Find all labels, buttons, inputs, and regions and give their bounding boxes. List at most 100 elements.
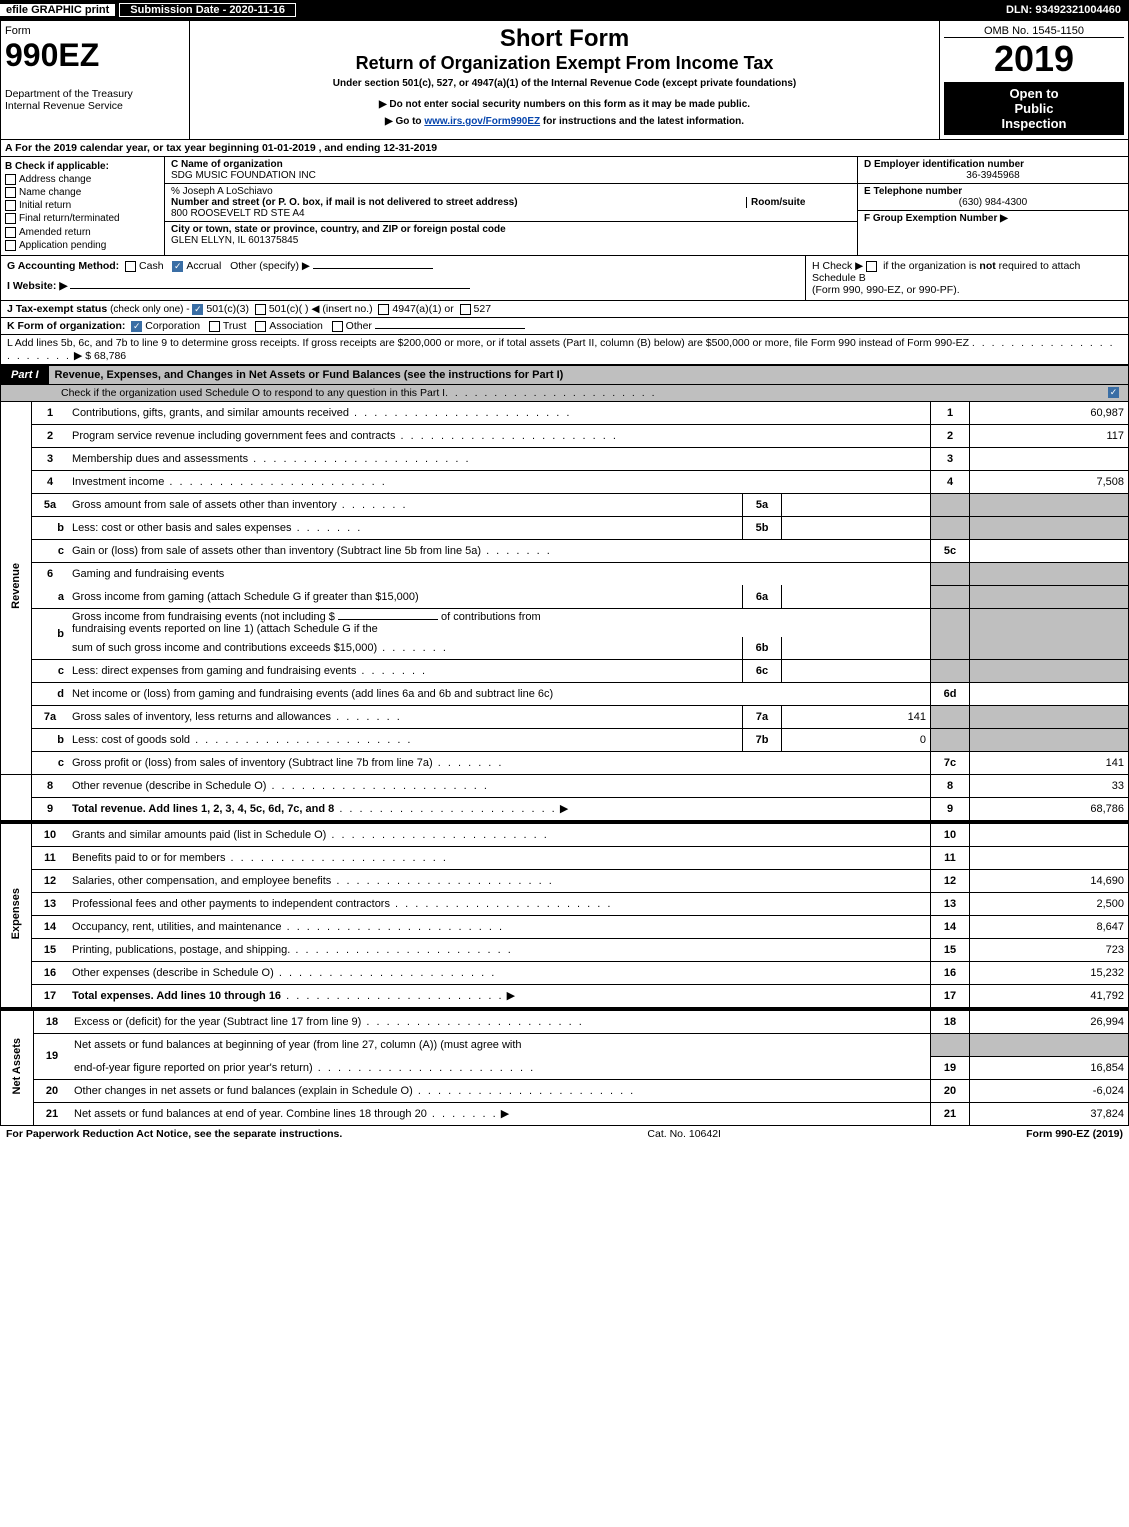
line-10-no: 10: [32, 822, 69, 846]
line-4-val: 7,508: [970, 470, 1129, 493]
line-19-shade2: [970, 1033, 1129, 1056]
line-14-num: 14: [931, 915, 970, 938]
row-k-form-org: K Form of organization: Corporation Trus…: [0, 318, 1129, 335]
line-10-val: [970, 822, 1129, 846]
group-exemption-row: F Group Exemption Number ▶: [858, 211, 1128, 255]
org-name-row: C Name of organization SDG MUSIC FOUNDAT…: [165, 157, 857, 184]
line-14-desc: Occupancy, rent, utilities, and maintena…: [68, 915, 931, 938]
line-5a-no: 5a: [32, 493, 69, 516]
check-501c[interactable]: [255, 304, 266, 315]
line-16-desc: Other expenses (describe in Schedule O): [68, 961, 931, 984]
line-5c-no: c: [32, 539, 69, 562]
l-text: L Add lines 5b, 6c, and 7b to line 9 to …: [7, 337, 969, 349]
line-19-shade: [931, 1033, 970, 1056]
line-3-val: [970, 447, 1129, 470]
check-527[interactable]: [460, 304, 471, 315]
line-7a-sub: 7a: [743, 705, 782, 728]
revenue-table: Revenue 1 Contributions, gifts, grants, …: [0, 402, 1129, 821]
goto-link[interactable]: www.irs.gov/Form990EZ: [424, 116, 540, 127]
line-17-no: 17: [32, 984, 69, 1007]
open-public-box: Open to Public Inspection: [944, 82, 1124, 135]
col-de: D Employer identification number 36-3945…: [857, 157, 1128, 255]
check-trust[interactable]: [209, 321, 220, 332]
check-address-change[interactable]: Address change: [5, 174, 160, 185]
g-label: G Accounting Method:: [7, 260, 119, 272]
line-8-num: 8: [931, 774, 970, 797]
line-5b-no: b: [32, 516, 69, 539]
line-5a-shade: [931, 493, 970, 516]
line-7a-desc: Gross sales of inventory, less returns a…: [68, 705, 743, 728]
line-19-num: 19: [931, 1056, 970, 1079]
check-corporation[interactable]: [131, 321, 142, 332]
care-of: % Joseph A LoSchiavo: [171, 186, 851, 197]
line-19-desc2: end-of-year figure reported on prior yea…: [70, 1056, 931, 1079]
line-7b-no: b: [32, 728, 69, 751]
l-arrow: ▶: [74, 350, 82, 362]
check-cash[interactable]: [125, 261, 136, 272]
short-form-title: Short Form: [198, 25, 931, 53]
line-2-val: 117: [970, 424, 1129, 447]
line-7b-shade: [931, 728, 970, 751]
k-label: K Form of organization:: [7, 320, 125, 332]
line-6a-desc: Gross income from gaming (attach Schedul…: [68, 585, 743, 608]
line-15-desc: Printing, publications, postage, and shi…: [68, 938, 931, 961]
line-9-desc: Total revenue. Add lines 1, 2, 3, 4, 5c,…: [68, 797, 931, 820]
check-not-required[interactable]: [866, 261, 877, 272]
check-501c3[interactable]: [192, 304, 203, 315]
line-13-no: 13: [32, 892, 69, 915]
line-1-val: 60,987: [970, 402, 1129, 425]
line-3-num: 3: [931, 447, 970, 470]
line-5c-val: [970, 539, 1129, 562]
line-7b-sub: 7b: [743, 728, 782, 751]
check-association[interactable]: [255, 321, 266, 332]
line-13-desc: Professional fees and other payments to …: [68, 892, 931, 915]
other-org-input[interactable]: [375, 328, 525, 329]
line-13-num: 13: [931, 892, 970, 915]
check-4947[interactable]: [378, 304, 389, 315]
line-11-val: [970, 846, 1129, 869]
website-input[interactable]: [70, 288, 470, 289]
line-9-no: 9: [32, 797, 69, 820]
line-18-val: 26,994: [970, 1009, 1129, 1033]
h-not: not: [979, 260, 995, 272]
line-17-val: 41,792: [970, 984, 1129, 1007]
check-schedule-o-used[interactable]: [1108, 387, 1119, 398]
line-12-val: 14,690: [970, 869, 1129, 892]
line-6-no: 6: [32, 562, 69, 585]
line-6b-sub: 6b: [743, 637, 782, 660]
j-label: J Tax-exempt status: [7, 303, 110, 315]
line-11-desc: Benefits paid to or for members: [68, 846, 931, 869]
line-6a-sub: 6a: [743, 585, 782, 608]
line-12-num: 12: [931, 869, 970, 892]
street-value: 800 ROOSEVELT RD STE A4: [171, 208, 851, 219]
check-other-org[interactable]: [332, 321, 343, 332]
line-13-val: 2,500: [970, 892, 1129, 915]
under-section: Under section 501(c), 527, or 4947(a)(1)…: [198, 78, 931, 89]
line-5c-num: 5c: [931, 539, 970, 562]
check-amended-return[interactable]: Amended return: [5, 227, 160, 238]
i-label: I Website: ▶: [7, 280, 67, 292]
line-6-desc: Gaming and fundraising events: [68, 562, 931, 585]
footer-left: For Paperwork Reduction Act Notice, see …: [6, 1128, 342, 1140]
check-application-pending[interactable]: Application pending: [5, 240, 160, 251]
check-name-change[interactable]: Name change: [5, 187, 160, 198]
line-6c-sub: 6c: [743, 659, 782, 682]
phone-value: (630) 984-4300: [864, 197, 1122, 208]
check-final-return[interactable]: Final return/terminated: [5, 213, 160, 224]
line-7a-shade: [931, 705, 970, 728]
line-6d-num: 6d: [931, 682, 970, 705]
other-specify-input[interactable]: [313, 268, 433, 269]
check-initial-return[interactable]: Initial return: [5, 200, 160, 211]
line-3-no: 3: [32, 447, 69, 470]
expenses-sidebar: Expenses: [1, 822, 32, 1007]
line-19-no: 19: [34, 1033, 71, 1079]
line-6a-subval: [782, 585, 931, 608]
line-6c-subval: [782, 659, 931, 682]
line-10-desc: Grants and similar amounts paid (list in…: [68, 822, 931, 846]
line-6a-shade2: [970, 585, 1129, 608]
check-accrual[interactable]: [172, 261, 183, 272]
line-5a-desc: Gross amount from sale of assets other t…: [68, 493, 743, 516]
goto-line: ▶ Go to www.irs.gov/Form990EZ for instru…: [198, 116, 931, 127]
street-row: % Joseph A LoSchiavo Number and street (…: [165, 184, 857, 222]
line-6b-amount-input[interactable]: [338, 619, 438, 620]
